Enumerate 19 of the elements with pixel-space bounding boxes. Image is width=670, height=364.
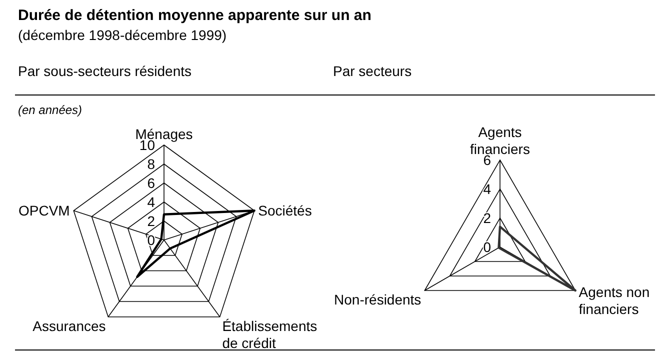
- y-tick-label: 4: [147, 194, 156, 210]
- spoke-label: Assurances: [32, 318, 106, 334]
- spoke-label: Ménages: [135, 126, 193, 142]
- spoke-label: Agents non financiers: [578, 284, 650, 317]
- y-tick-label: 6: [147, 175, 156, 191]
- y-tick-label: 2: [483, 210, 492, 226]
- y-tick-label: 0: [483, 239, 492, 255]
- text: Par sous-secteurs résidents: [18, 63, 192, 79]
- y-tick-label: 2: [147, 213, 156, 229]
- y-tick-label: 4: [483, 181, 492, 197]
- chart-subtitle: (décembre 1998-décembre 1999): [18, 27, 227, 43]
- chart-title: Durée de détention moyenne apparente sur un an: [18, 7, 372, 24]
- text: (en années): [18, 103, 82, 117]
- spoke-label: Établissements de crédit: [222, 318, 318, 351]
- y-tick-label: 8: [147, 156, 156, 172]
- chart-title: Par secteurs: [333, 63, 412, 79]
- spoke-label: OPCVM: [18, 202, 70, 219]
- spoke-label: Sociétés: [258, 202, 312, 219]
- spoke-label: Non-résidents: [334, 292, 422, 308]
